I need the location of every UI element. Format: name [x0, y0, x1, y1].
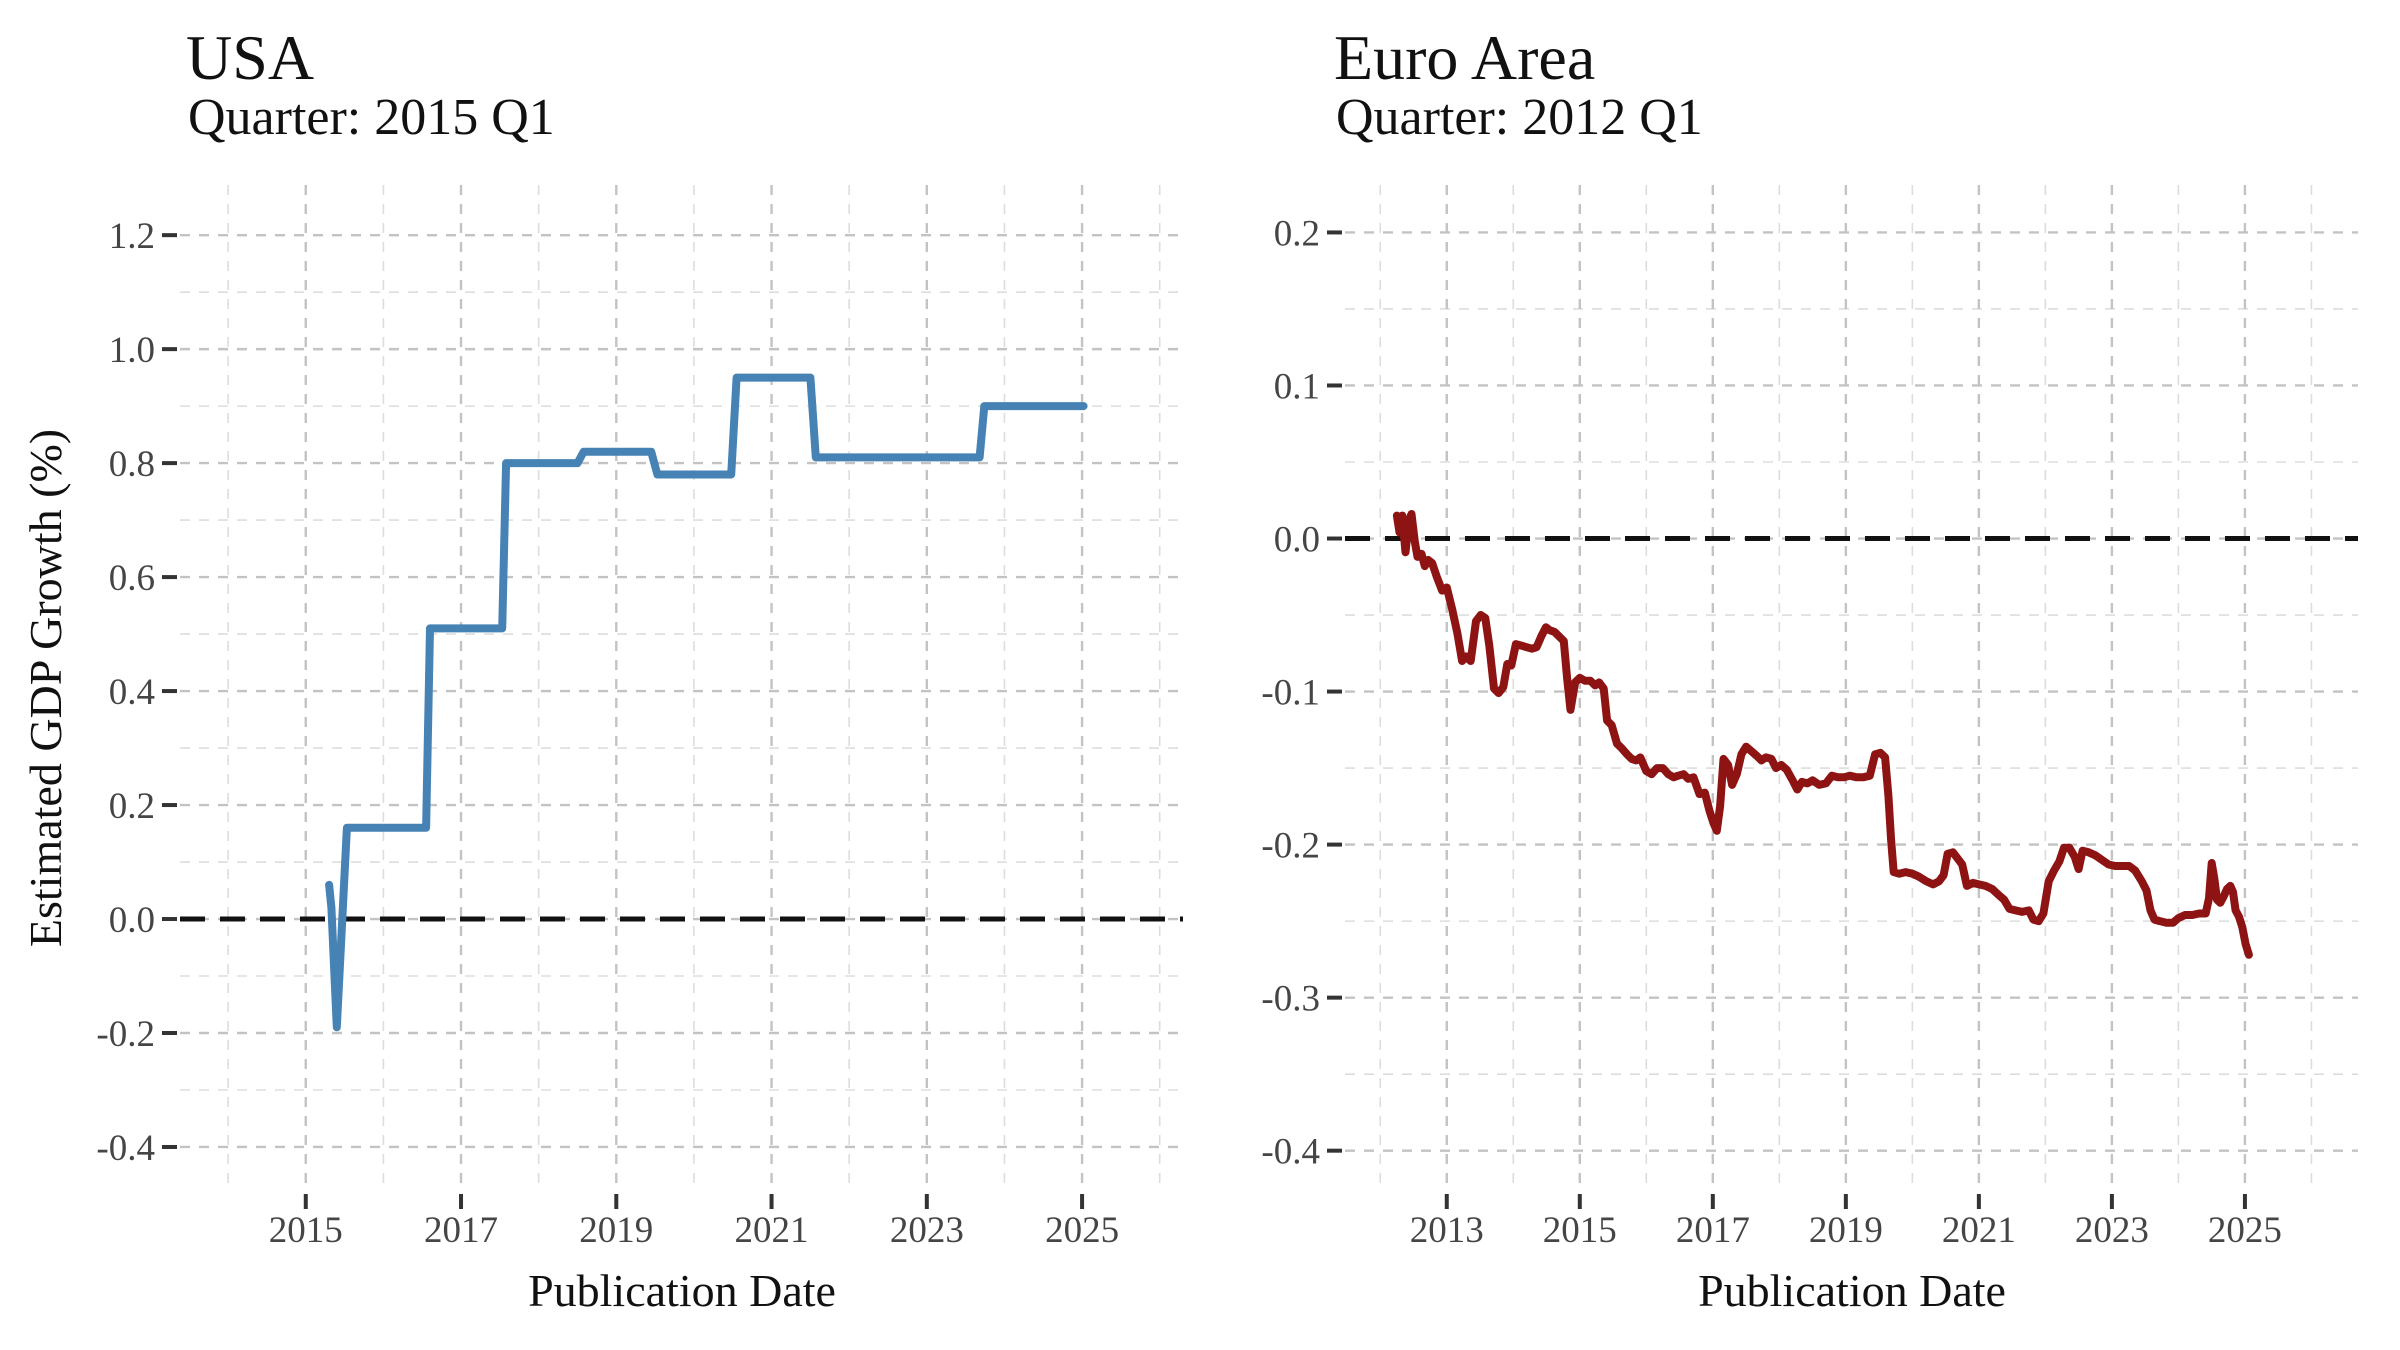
y-tick-label: -0.4: [1261, 1132, 1320, 1173]
x-tick-label: 2023: [890, 1210, 964, 1251]
y-tick-label: 1.2: [109, 216, 155, 257]
euro-area-x-axis-title: Publication Date: [1698, 1265, 2006, 1316]
x-tick-label: 2019: [1809, 1210, 1883, 1251]
x-tick-label: 2025: [1045, 1210, 1119, 1251]
y-tick-label: 0.4: [109, 672, 155, 713]
y-tick-label: -0.2: [1261, 826, 1320, 867]
series-line-euro-area: [1392, 510, 2253, 959]
y-tick-label: -0.1: [1261, 673, 1320, 714]
x-tick-label: 2023: [2075, 1210, 2149, 1251]
y-tick-label: 0.6: [109, 558, 155, 599]
x-tick-label: 2021: [735, 1210, 809, 1251]
usa-panel-title: USA: [186, 22, 315, 93]
y-tick-label: -0.4: [96, 1128, 155, 1169]
x-tick-label: 2015: [269, 1210, 343, 1251]
x-tick-label: 2019: [579, 1210, 653, 1251]
y-axis-title: Estimated GDP Growth (%): [20, 428, 71, 948]
y-tick-label: 0.0: [1274, 520, 1320, 561]
x-tick-label: 2017: [424, 1210, 498, 1251]
y-tick-label: 0.2: [1274, 213, 1320, 254]
y-tick-label: 0.0: [109, 900, 155, 941]
y-tick-label: -0.3: [1261, 979, 1320, 1020]
y-tick-label: 0.2: [109, 786, 155, 827]
y-tick-label: 0.1: [1274, 366, 1320, 407]
series-line-usa: [325, 373, 1088, 1032]
y-tick-label: 0.8: [109, 444, 155, 485]
euro-area-panel-title: Euro Area: [1334, 22, 1596, 93]
x-tick-label: 2013: [1410, 1210, 1484, 1251]
x-tick-label: 2021: [1942, 1210, 2016, 1251]
y-tick-label: -0.2: [96, 1014, 155, 1055]
x-tick-label: 2025: [2208, 1210, 2282, 1251]
x-tick-label: 2015: [1543, 1210, 1617, 1251]
usa-x-axis-title: Publication Date: [528, 1265, 836, 1316]
euro-area-panel-subtitle: Quarter: 2012 Q1: [1336, 89, 1703, 146]
y-tick-label: 1.0: [109, 330, 155, 371]
usa-panel-subtitle: Quarter: 2015 Q1: [188, 89, 555, 146]
x-tick-label: 2017: [1676, 1210, 1750, 1251]
